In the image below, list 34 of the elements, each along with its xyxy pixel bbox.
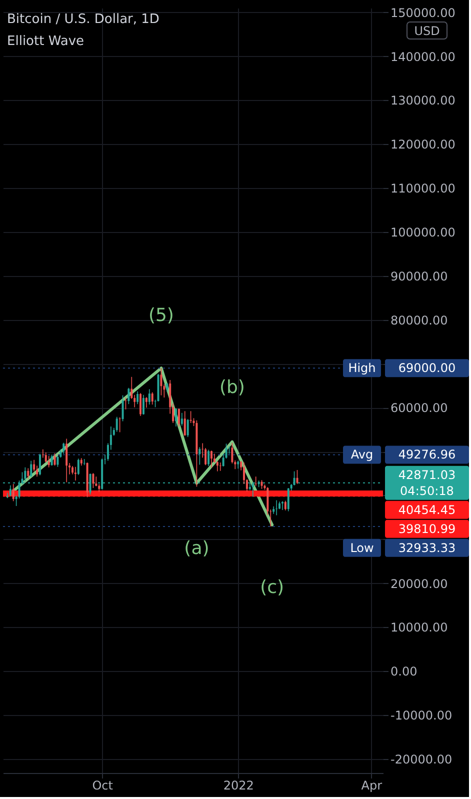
ref-line-label: 40454.45 (398, 502, 456, 517)
x-tick-label: 2022 (223, 778, 254, 792)
y-tick-label: -20000.00 (390, 752, 452, 766)
y-tick-label: 90000.00 (390, 269, 448, 284)
y-tick-label: -10000.00 (390, 708, 452, 723)
y-tick-label: 100000.00 (390, 225, 456, 240)
ref-line-label: 42871.03 (398, 468, 456, 482)
y-tick-label: 130000.00 (390, 94, 456, 108)
y-tick-label: 140000.00 (390, 50, 456, 64)
annotation: (b) (219, 376, 245, 398)
annotation: (5) (148, 305, 174, 326)
y-tick-label: 150000.00 (390, 6, 456, 20)
y-tick-label: 20000.00 (390, 576, 448, 591)
x-tick-label: Oct (92, 778, 114, 792)
ref-line-label: 32933.33 (398, 540, 456, 555)
ref-line-label: 49276.96 (398, 448, 456, 462)
y-tick-label: 110000.00 (390, 182, 456, 196)
text: Elliott Wave (7, 34, 84, 49)
annotation: Low (350, 540, 374, 555)
ref-line-label: 39810.99 (398, 522, 456, 536)
y-tick-label: 0.00 (390, 664, 418, 679)
ref-line-label: 69000.00 (398, 361, 456, 376)
text: 04:50:18 (400, 484, 454, 498)
y-tick-label: 80000.00 (390, 313, 448, 328)
annotation: High (348, 361, 376, 376)
chart-title: Bitcoin / U.S. Dollar, 1D (7, 12, 160, 27)
y-tick-label: 10000.00 (390, 620, 448, 635)
y-tick-label: 120000.00 (390, 138, 456, 152)
text: USD (414, 24, 440, 38)
x-tick-label: Apr (361, 778, 382, 792)
y-tick-label: 60000.00 (390, 401, 448, 416)
annotation: Avg (350, 448, 374, 462)
annotation: (a) (184, 538, 210, 560)
annotation: (c) (260, 576, 284, 598)
